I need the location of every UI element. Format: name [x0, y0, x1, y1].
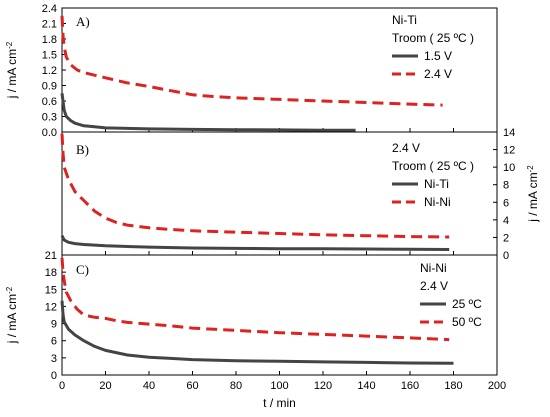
- y-axis-label: j / mA cm-2: [5, 41, 20, 99]
- x-tick-label: 140: [357, 380, 375, 392]
- legend-entry: 2.4 V: [424, 67, 452, 81]
- y-axis-label-superscript: -2: [5, 286, 14, 294]
- y-tick-label: 0.3: [42, 112, 57, 124]
- panel-a: 0.0 0.3 0.6 0.9 1.2 1.5 1.8 2.1 2.4 j / mA cm-2 A)…: [5, 3, 498, 139]
- x-tick-label: 160: [401, 380, 419, 392]
- panel-label: A): [76, 14, 90, 29]
- series-line-ni-ti: [60, 235, 450, 251]
- legend-heading: Troom ( 25 ºC ): [392, 159, 474, 173]
- y-tick-label: 12: [503, 145, 515, 157]
- x-tick-label: 20: [99, 380, 111, 392]
- y-tick-label: 2.4: [42, 3, 57, 15]
- panel-label: B): [76, 142, 89, 157]
- x-tick-label: 80: [230, 380, 242, 392]
- y-tick-label: 18: [45, 267, 57, 279]
- y-tick-label: 0: [51, 370, 57, 382]
- y-tick-label: 9: [51, 319, 57, 331]
- y-tick-label: 1.5: [42, 50, 57, 62]
- legend-entry: Ni-Ni: [424, 195, 451, 209]
- x-tick-label: 200: [488, 380, 506, 392]
- legend-heading: Ni-Ti: [392, 13, 417, 27]
- y-tick-label: 12: [45, 301, 57, 313]
- series-line-ni-ni: [60, 133, 450, 239]
- x-tick-label: 60: [186, 380, 198, 392]
- y-axis-label: j / mA cm-2: [5, 286, 20, 344]
- y-tick-label: 0: [503, 250, 509, 262]
- y-tick-label: 6: [503, 197, 509, 209]
- y-axis-label-superscript: -2: [5, 41, 14, 49]
- x-axis-label: t / min: [263, 396, 296, 410]
- x-tick-label: 0: [59, 380, 65, 392]
- x-tick-label: 40: [143, 380, 155, 392]
- y-tick-label: 1.8: [42, 34, 57, 46]
- series-line-25-c: [60, 300, 454, 365]
- series-line-1-5-v: [60, 93, 356, 132]
- y-axis-label: j / mA cm-2: [526, 165, 541, 223]
- y-tick-label: 2: [503, 232, 509, 244]
- legend-entry: 50 ºC: [452, 315, 482, 329]
- legend-heading: Troom ( 25 ºC ): [392, 31, 474, 45]
- legend-entry: Ni-Ti: [424, 177, 449, 191]
- y-tick-label: 4: [503, 215, 509, 227]
- y-tick-label: 8: [503, 180, 509, 192]
- panel-b: 0 2 4 6 8 10 12 14 j / mA cm-2 B) 2.4 V Troom ( 25 …: [60, 127, 541, 262]
- x-tick-label: 180: [444, 380, 462, 392]
- y-tick-label: 15: [45, 284, 57, 296]
- x-tick-label: 100: [270, 380, 288, 392]
- legend-heading: Ni-Ni: [420, 261, 447, 275]
- legend-heading: 2.4 V: [420, 279, 448, 293]
- panel-label: C): [76, 262, 89, 277]
- y-tick-label: 14: [503, 127, 515, 139]
- legend-entry: 25 ºC: [452, 297, 482, 311]
- y-axis-label-superscript: -2: [526, 165, 535, 173]
- legend-heading: 2.4 V: [392, 141, 420, 155]
- x-tick-label: 120: [314, 380, 332, 392]
- y-tick-label: 21: [45, 250, 57, 262]
- y-tick-label: 0.9: [42, 81, 57, 93]
- y-tick-label: 0.6: [42, 96, 57, 108]
- y-tick-label: 0.0: [42, 127, 57, 139]
- y-tick-label: 6: [51, 336, 57, 348]
- series-line-2-4-v: [60, 15, 443, 107]
- legend-entry: 1.5 V: [424, 49, 452, 63]
- y-tick-label: 2.1: [42, 19, 57, 31]
- y-tick-label: 1.2: [42, 65, 57, 77]
- panel-c: 0 3 6 9 12 15 18 21 0 20 40 60 80 100 120 140 160 180 200 t…: [5, 250, 507, 410]
- series-line-50-c: [60, 257, 450, 342]
- y-tick-label: 3: [51, 353, 57, 365]
- y-tick-label: 10: [503, 162, 515, 174]
